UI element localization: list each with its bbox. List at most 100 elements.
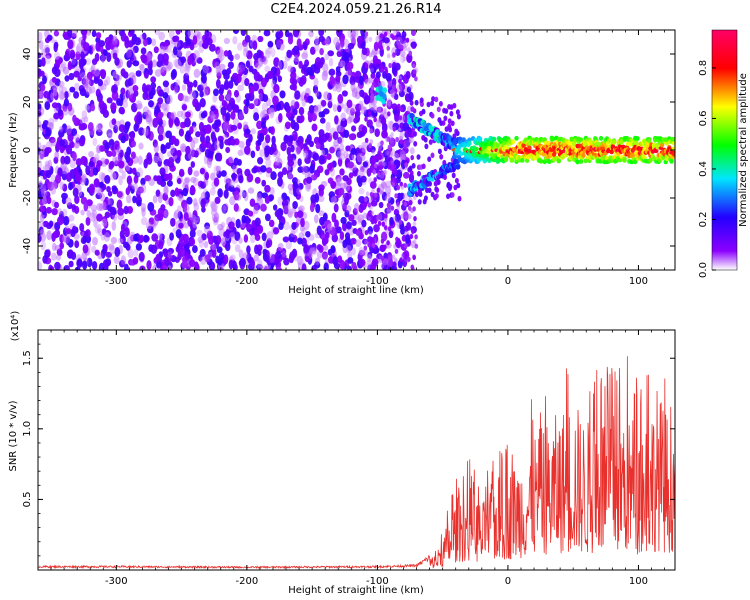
heatmap-cell [364,239,369,245]
heatmap-cell [263,30,271,37]
heatmap-cell [95,129,103,136]
heatmap-cell [396,237,401,244]
heatmap-cell [377,160,382,166]
heatmap-cell [245,98,250,107]
heatmap-cell [336,50,343,58]
heatmap-cell [188,259,196,268]
heatmap-cell [127,88,134,95]
heatmap-cell [154,69,162,77]
heatmap-cell [320,149,326,157]
heatmap-cell [192,177,199,187]
heatmap-cell [358,187,365,195]
heatmap-cell [357,169,364,177]
heatmap-cell [338,135,344,145]
heatmap-cell [237,84,244,92]
heatmap-cell [407,55,412,62]
heatmap-cell [86,257,93,268]
heatmap-cell [414,243,419,249]
heatmap-cell [89,185,95,194]
heatmap-cell [76,42,83,53]
heatmap-cell [204,222,211,230]
heatmap-cell [174,41,181,48]
heatmap-cell [292,200,298,210]
heatmap-cell [172,46,178,56]
heatmap-cell [239,190,245,198]
heatmap-cell [266,70,274,80]
heatmap-cell [198,238,205,249]
colorbar-tick-label: 0.4 [698,161,709,177]
heatmap-cell [140,202,147,213]
heatmap-cell [60,61,67,70]
heatmap-cell [145,221,152,230]
heatmap-cell [400,213,405,219]
heatmap-cell [283,257,290,266]
heatmap-cell [39,229,45,238]
heatmap-cell [75,137,81,144]
heatmap-cell [371,49,375,56]
heatmap-cell [229,196,236,206]
heatmap-cell [293,101,300,110]
heatmap-cell [243,104,249,115]
heatmap-cell [369,128,374,134]
heatmap-cell [358,75,364,86]
heatmap-cell [361,219,367,228]
heatmap-cell [337,125,345,133]
heatmap-cell [95,192,103,200]
heatmap-cell [213,165,220,176]
heatmap-cell [244,168,251,177]
heatmap-cell [120,223,126,233]
heatmap-cell [331,212,337,223]
heatmap-cell [392,126,397,132]
heatmap-cell [226,93,231,101]
heatmap-cell [271,135,276,145]
heatmap-cell [351,125,357,132]
heatmap-cell [350,237,357,245]
heatmap-cell [88,150,95,158]
heatmap-cell [99,54,106,62]
heatmap-cell [408,131,413,138]
heatmap-cell [363,264,367,270]
heatmap-cell [358,103,365,111]
heatmap-cell [213,213,220,223]
heatmap-cell [193,215,201,225]
heatmap-cell [98,171,106,182]
heatmap-cell [51,66,58,75]
heatmap-cell [114,143,120,150]
heatmap-cell [248,85,255,95]
heatmap-cell [284,30,290,38]
heatmap-cell [199,256,207,265]
heatmap-cell [211,214,217,222]
heatmap-cell [394,257,398,263]
heatmap-cell [170,135,177,144]
heatmap-cell [196,57,203,64]
heatmap-cell [38,182,44,190]
heatmap-cell [211,202,218,213]
heatmap-cell [226,103,233,113]
heatmap-cell [221,205,227,214]
heatmap-cell [48,220,54,228]
heatmap-cell [157,97,164,105]
heatmap-cell [126,49,134,59]
heatmap-cell [120,255,127,266]
heatmap-cell [145,129,151,139]
heatmap-cell [371,237,375,243]
heatmap-cell [191,121,197,128]
heatmap-cell [290,230,296,238]
heatmap-cell [199,248,206,257]
heatmap-cell [105,75,111,86]
heatmap-cell [309,46,316,55]
heatmap-cell [399,150,406,160]
heatmap-cell [353,202,360,213]
heatmap-cell [395,160,401,168]
heatmap-cell [346,61,354,71]
heatmap-cell [207,150,214,159]
heatmap-cell [431,96,436,102]
heatmap-cell [96,160,103,167]
heatmap-cell [189,126,194,135]
heatmap-cell [175,229,182,239]
heatmap-cell [336,226,342,234]
heatmap-cell [257,58,264,67]
snr-x-ticks: -300 -200 -100 0 100 [50,330,665,587]
heatmap-cell [412,206,416,212]
heatmap-cell [105,251,113,258]
